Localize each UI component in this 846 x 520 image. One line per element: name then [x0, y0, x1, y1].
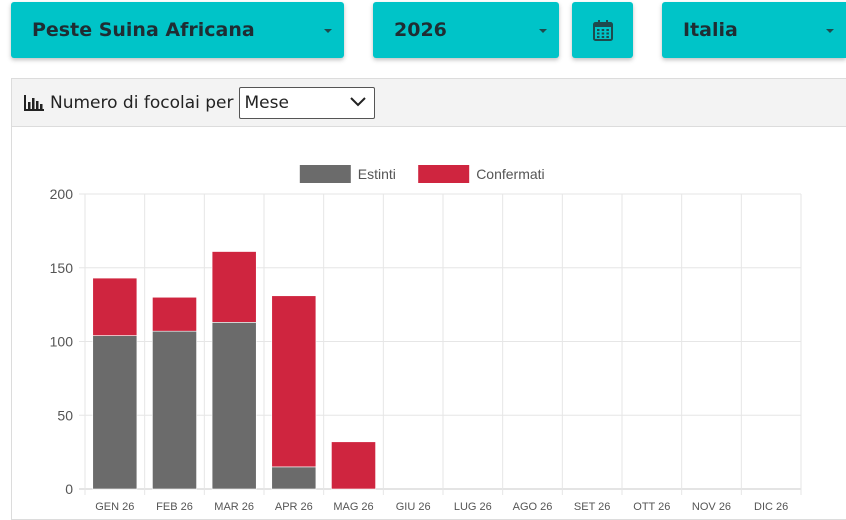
- chart-panel-title: Numero di focolai per: [50, 92, 234, 113]
- year-dropdown-label: 2026: [394, 19, 447, 41]
- y-tick-label: 100: [50, 334, 74, 350]
- caret-down-icon: [826, 29, 834, 33]
- country-dropdown-label: Italia: [683, 19, 738, 41]
- bar-estinti-apr-26: [271, 466, 317, 490]
- bar-chart-icon: [24, 94, 44, 111]
- bar-estinti-mar-26: [211, 322, 257, 490]
- y-tick-label: 50: [57, 407, 73, 423]
- period-select-value: Mese: [244, 92, 289, 113]
- x-tick-label: DIC 26: [754, 501, 788, 513]
- x-tick-label: GIU 26: [396, 501, 431, 513]
- y-tick-label: 200: [50, 186, 74, 202]
- x-tick-label: GEN 26: [95, 501, 134, 513]
- bar-confermati-feb-26: [152, 296, 197, 332]
- x-tick-label: OTT 26: [633, 501, 670, 513]
- chart-panel: Numero di focolai per Mese: [11, 78, 846, 520]
- caret-down-icon: [539, 29, 547, 33]
- bar-confermati-mar-26: [211, 251, 257, 323]
- x-tick-label: LUG 26: [454, 501, 492, 513]
- bar-confermati-gen-26: [92, 277, 138, 336]
- bar-confermati-apr-26: [271, 295, 317, 468]
- chevron-down-icon: [349, 96, 366, 106]
- x-tick-label: MAR 26: [214, 501, 254, 513]
- x-tick-label: SET 26: [574, 501, 611, 513]
- year-dropdown[interactable]: 2026: [373, 2, 559, 58]
- x-tick-label: MAG 26: [333, 501, 373, 513]
- x-tick-label: AGO 26: [513, 501, 553, 513]
- y-tick-label: 150: [50, 260, 74, 276]
- country-dropdown[interactable]: Italia: [662, 2, 846, 58]
- bar-confermati-mag-26: [331, 441, 376, 490]
- x-tick-label: FEB 26: [156, 501, 193, 513]
- caret-down-icon: [324, 29, 332, 33]
- x-tick-label: APR 26: [275, 501, 313, 513]
- disease-dropdown[interactable]: Peste Suina Africana: [11, 2, 344, 58]
- chart-panel-header: Numero di focolai per Mese: [12, 79, 846, 127]
- bar-estinti-feb-26: [152, 330, 197, 490]
- legend-swatch-estinti: [299, 165, 351, 183]
- disease-dropdown-label: Peste Suina Africana: [32, 19, 255, 41]
- legend-label-confermati: Confermati: [476, 166, 544, 182]
- calendar-icon: [592, 19, 613, 41]
- period-select[interactable]: Mese: [238, 86, 375, 119]
- legend-label-estinti: Estinti: [358, 166, 396, 182]
- x-tick-label: NOV 26: [692, 501, 731, 513]
- y-tick-label: 0: [65, 481, 73, 497]
- bar-estinti-gen-26: [92, 335, 138, 490]
- calendar-button[interactable]: [572, 2, 633, 58]
- legend-swatch-confermati: [418, 165, 470, 183]
